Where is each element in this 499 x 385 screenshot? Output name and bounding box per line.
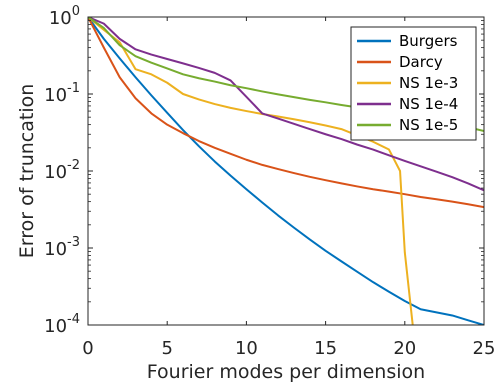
y-tick-base: 10 — [44, 239, 67, 260]
series-line-ns-1e-4 — [88, 17, 484, 192]
y-tick-exponent: -1 — [67, 81, 80, 96]
x-tick-label: 20 — [393, 338, 416, 359]
series-line-darcy — [88, 17, 484, 209]
x-axis-label: Fourier modes per dimension — [147, 361, 425, 383]
legend-entry: Darcy — [399, 53, 443, 71]
series-line-burgers — [88, 17, 484, 325]
y-tick-base: 10 — [44, 162, 67, 183]
x-tick-label: 25 — [473, 338, 496, 359]
y-tick-label: 10-3 — [44, 235, 80, 260]
x-tick-label: 15 — [314, 338, 337, 359]
y-tick-label: 10-1 — [44, 81, 80, 106]
legend-entry: NS 1e-3 — [399, 74, 458, 92]
y-tick-exponent: -4 — [67, 312, 80, 327]
y-tick-label: 10-2 — [44, 158, 80, 183]
legend-entry: NS 1e-5 — [399, 116, 458, 134]
y-tick-base: 10 — [49, 8, 72, 29]
x-tick-label: 0 — [82, 338, 93, 359]
x-tick-label: 10 — [235, 338, 258, 359]
y-tick-base: 10 — [44, 316, 67, 337]
y-tick-base: 10 — [44, 85, 67, 106]
y-tick-label: 100 — [49, 4, 80, 29]
y-tick-exponent: -3 — [67, 235, 80, 250]
legend-entry: NS 1e-4 — [399, 95, 458, 113]
legend: Burgers Darcy NS 1e-3 NS 1e-4 NS 1e-5 — [350, 26, 477, 141]
y-tick-exponent: 0 — [72, 4, 80, 19]
x-tick-label: 5 — [161, 338, 172, 359]
legend-entry: Burgers — [399, 32, 458, 50]
y-tick-exponent: -2 — [67, 158, 80, 173]
y-tick-label: 10-4 — [44, 312, 80, 337]
y-axis-label: Error of truncation — [16, 84, 38, 259]
